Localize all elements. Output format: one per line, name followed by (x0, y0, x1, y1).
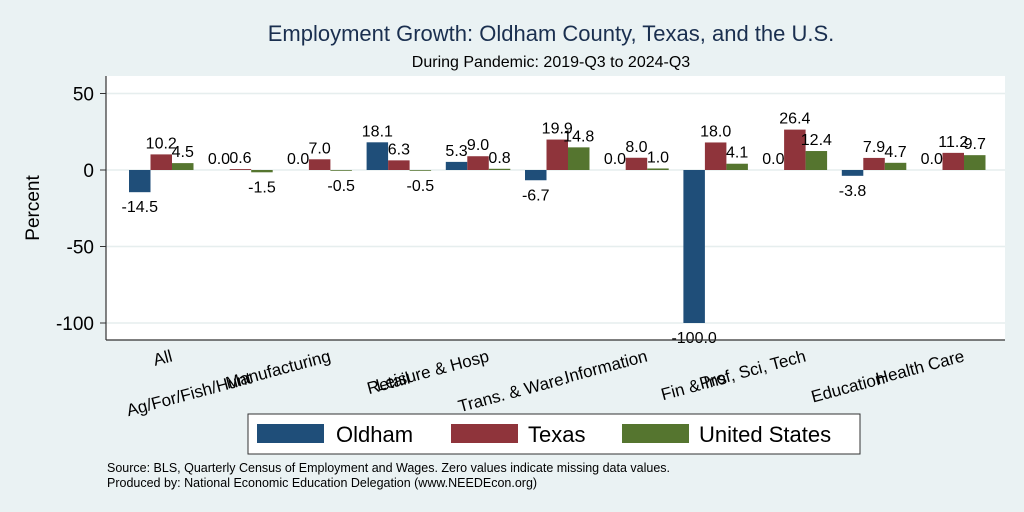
data-label: -0.5 (327, 178, 355, 195)
y-tick-label: -50 (67, 238, 94, 259)
chart-title: Employment Growth: Oldham County, Texas,… (268, 21, 835, 46)
bar-united-states (884, 162, 907, 170)
x-tick-label: Trans. & Ware. (456, 369, 570, 417)
data-label: -100.0 (671, 330, 716, 347)
data-label: 0.0 (287, 151, 309, 168)
data-label: 8.0 (625, 139, 647, 156)
bar-texas (625, 157, 648, 170)
data-label: 14.8 (563, 128, 594, 145)
bar-texas (704, 142, 727, 170)
data-label: 18.0 (700, 123, 731, 140)
y-axis-label: Percent (23, 175, 44, 241)
data-label: 19.9 (542, 121, 573, 138)
data-label: -0.5 (407, 178, 435, 195)
data-label: 4.5 (172, 144, 194, 161)
bar-texas (229, 169, 252, 170)
data-label: 7.0 (309, 140, 331, 157)
data-label: -1.5 (248, 179, 276, 196)
chart-subtitle: During Pandemic: 2019-Q3 to 2024-Q3 (412, 54, 690, 71)
data-label: 26.4 (779, 111, 810, 128)
bar-texas (308, 159, 331, 170)
bar-united-states (409, 170, 432, 171)
y-tick-label: 50 (73, 85, 94, 106)
bar-united-states (964, 155, 986, 170)
bar-united-states (488, 168, 511, 170)
bar-united-states (805, 151, 828, 170)
bar-oldham (129, 170, 151, 193)
bar-united-states (330, 170, 352, 171)
bar-united-states (647, 168, 669, 170)
data-label: 4.1 (726, 145, 748, 162)
source-note: Source: BLS, Quarterly Census of Employm… (107, 461, 670, 475)
legend-label-united-states: United States (699, 422, 831, 447)
data-labels: -14.510.24.5 0.0 0.6-1.50.07.0-0.518.16.3-… (122, 111, 986, 347)
bar-texas (863, 157, 885, 170)
data-label: 0.0 (921, 151, 943, 168)
legend-label-texas: Texas (528, 422, 585, 447)
bar-texas (546, 139, 568, 170)
data-label: 9.7 (964, 136, 986, 153)
plot-area (106, 76, 1005, 340)
producer-note: Produced by: National Economic Education… (107, 476, 537, 490)
data-label: 18.1 (362, 123, 393, 140)
bars (129, 129, 986, 323)
bar-oldham (841, 170, 864, 176)
data-label: 10.2 (146, 135, 177, 152)
data-label: 1.0 (647, 149, 669, 166)
x-tick-label: Leisure & Hosp (374, 347, 491, 395)
x-tick-label: Manufacturing (224, 347, 333, 393)
bar-texas (467, 156, 489, 170)
bar-united-states (251, 170, 273, 173)
legend-swatch-texas (451, 424, 518, 443)
y-ticks: 50 0 -50 -100 (56, 85, 106, 335)
legend-label-oldham: Oldham (336, 422, 413, 447)
y-tick-label: 0 (83, 161, 94, 182)
y-tick-label: -100 (56, 314, 94, 335)
data-label: -6.7 (522, 187, 550, 204)
x-tick-label: Information (562, 347, 649, 387)
bar-united-states (172, 163, 194, 170)
data-label: 6.3 (388, 141, 410, 158)
bar-oldham (445, 161, 468, 170)
bar-united-states (726, 163, 748, 170)
legend-box (247, 413, 861, 455)
bar-oldham (366, 142, 389, 170)
bar-texas (388, 160, 410, 170)
data-label: 0.0 (604, 151, 626, 168)
bar-oldham (525, 170, 547, 181)
data-label: 11.2 (938, 134, 968, 151)
x-tick-label: Health Care (874, 347, 967, 389)
data-label: 0.0 (762, 151, 784, 168)
data-label: 7.9 (863, 139, 885, 156)
bar-texas (150, 154, 172, 170)
x-tick-label: All (151, 347, 174, 370)
data-label: 0.6 (229, 150, 251, 167)
legend-swatch-oldham (257, 424, 324, 443)
bar-texas (784, 129, 806, 170)
data-label: 0.0 (208, 151, 230, 168)
data-label: 4.7 (884, 144, 906, 161)
data-label: 12.4 (801, 132, 832, 149)
bar-oldham (683, 170, 705, 323)
bar-texas (942, 152, 964, 170)
legend-swatch-united-states (622, 424, 689, 443)
legend: Oldham Texas United States (247, 413, 861, 455)
data-label: 9.0 (467, 137, 489, 154)
data-label: 5.3 (445, 143, 467, 160)
data-label: -14.5 (122, 199, 159, 216)
data-label: -3.8 (839, 183, 867, 200)
x-tick-label: Prof, Sci, Tech (697, 347, 807, 394)
bar-united-states (568, 147, 590, 170)
data-label: 0.8 (488, 150, 510, 167)
